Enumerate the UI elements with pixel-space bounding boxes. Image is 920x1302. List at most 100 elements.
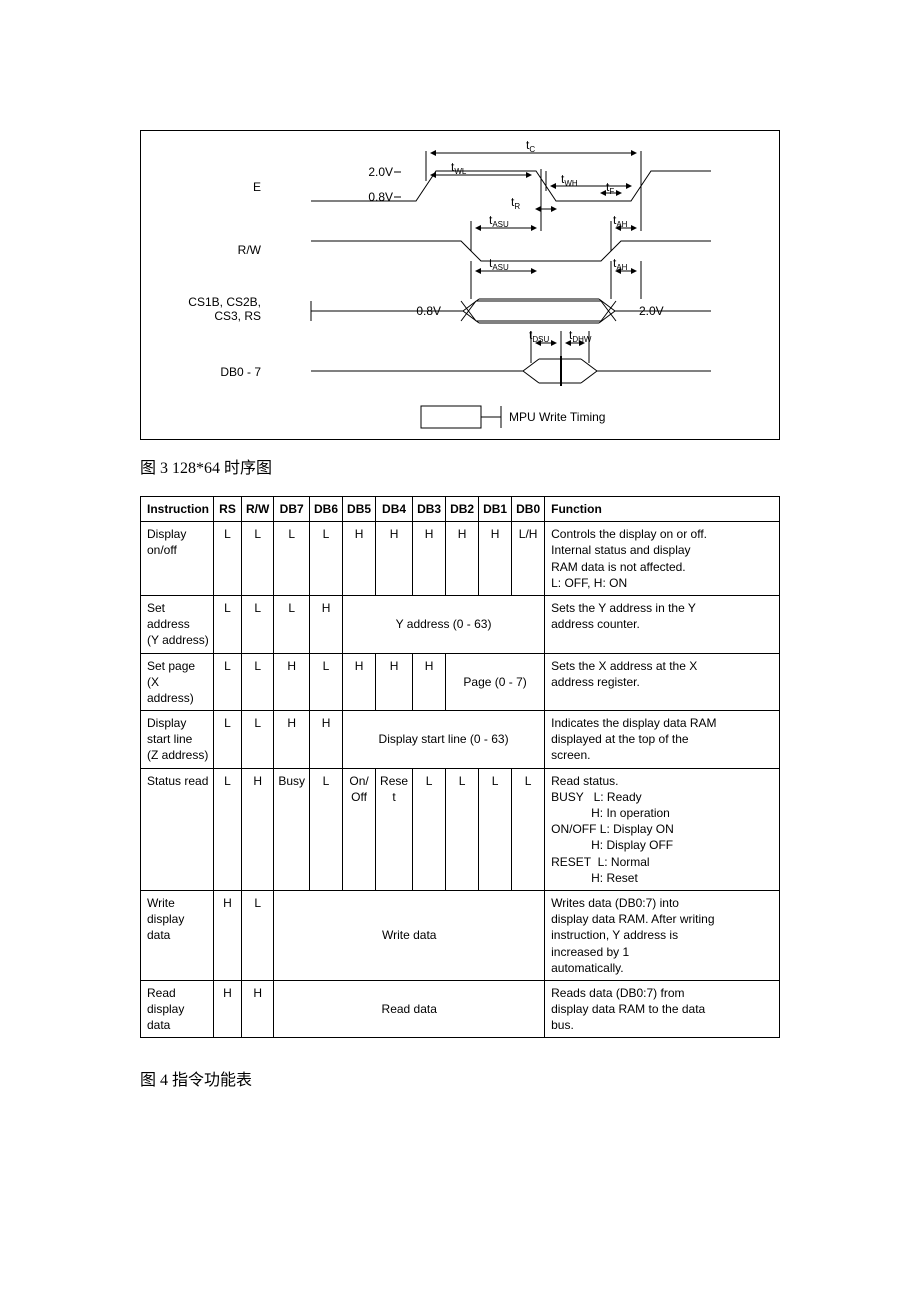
tasu2: tASU <box>489 256 509 272</box>
sig-rw: R/W <box>238 243 262 257</box>
tf-lbl: tF <box>606 180 614 196</box>
twh-lbl: tWH <box>561 172 578 188</box>
tasu1: tASU <box>489 213 509 229</box>
timing-diagram-box: E R/W CS1B, CS2B, CS3, RS DB0 - 7 2.0V 0… <box>140 130 780 440</box>
cell-rs: L <box>214 768 242 890</box>
table-row: Displaystart line(Z address)LLHHDisplay … <box>141 711 780 769</box>
sig-e: E <box>253 180 261 194</box>
th-rw: R/W <box>242 497 274 522</box>
caption-instr: 图 4 指令功能表 <box>140 1066 780 1090</box>
cell-func: Controls the display on or off. Internal… <box>545 522 780 596</box>
cell-db: H <box>274 653 310 711</box>
cell-rs: H <box>214 980 242 1038</box>
cell-db: H <box>446 522 479 596</box>
cell-db: Busy <box>274 768 310 890</box>
cell-db: H <box>274 711 310 769</box>
cs-vhi: 2.0V <box>639 304 664 318</box>
cell-func: Read status. BUSY L: Ready H: In operati… <box>545 768 780 890</box>
mpu-write-label: MPU Write Timing <box>509 410 605 424</box>
cell-db: L <box>413 768 446 890</box>
cell-rw: L <box>242 595 274 653</box>
th-db2: DB2 <box>446 497 479 522</box>
cell-rw: L <box>242 711 274 769</box>
cell-span: Display start line (0 - 63) <box>343 711 545 769</box>
sig-db: DB0 - 7 <box>220 365 261 379</box>
cell-db: H <box>413 522 446 596</box>
cell-instr: Displaystart line(Z address) <box>141 711 214 769</box>
cell-db: L <box>274 522 310 596</box>
cell-rs: L <box>214 595 242 653</box>
cell-db: L <box>446 768 479 890</box>
cell-db: H <box>343 653 376 711</box>
cell-db: H <box>376 653 413 711</box>
cell-span: Read data <box>274 980 545 1038</box>
cell-instr: Set page(X address) <box>141 653 214 711</box>
sig-cs-1: CS1B, CS2B, <box>188 295 261 309</box>
th-db3: DB3 <box>413 497 446 522</box>
th-db6: DB6 <box>310 497 343 522</box>
th-function: Function <box>545 497 780 522</box>
cell-db: On/Off <box>343 768 376 890</box>
th-db4: DB4 <box>376 497 413 522</box>
table-row: ReaddisplaydataHHRead dataReads data (DB… <box>141 980 780 1038</box>
cell-db: L <box>310 653 343 711</box>
cell-instr: Setaddress(Y address) <box>141 595 214 653</box>
cell-rs: L <box>214 653 242 711</box>
tc-lbl: tC <box>526 138 535 154</box>
cell-db: H <box>310 711 343 769</box>
cell-func: Sets the X address at the X address regi… <box>545 653 780 711</box>
cell-func: Sets the Y address in the Y address coun… <box>545 595 780 653</box>
th-db0: DB0 <box>512 497 545 522</box>
cell-span: Write data <box>274 890 545 980</box>
th-db5: DB5 <box>343 497 376 522</box>
cell-db: H <box>310 595 343 653</box>
cell-instr: Writedisplaydata <box>141 890 214 980</box>
cell-db: L <box>274 595 310 653</box>
table-row: WritedisplaydataHLWrite dataWrites data … <box>141 890 780 980</box>
th-db7: DB7 <box>274 497 310 522</box>
cell-rs: L <box>214 522 242 596</box>
tah2: tAH <box>613 256 628 272</box>
instruction-table: Instruction RS R/W DB7 DB6 DB5 DB4 DB3 D… <box>140 496 780 1038</box>
e-vhi: 2.0V <box>368 165 393 179</box>
caption-timing: 图 3 128*64 时序图 <box>140 454 780 478</box>
page-container: E R/W CS1B, CS2B, CS3, RS DB0 - 7 2.0V 0… <box>0 0 920 1168</box>
cell-db: L <box>512 768 545 890</box>
cell-db: H <box>343 522 376 596</box>
cell-span: Page (0 - 7) <box>446 653 545 711</box>
cell-instr: Displayon/off <box>141 522 214 596</box>
cell-db: L <box>310 768 343 890</box>
th-instruction: Instruction <box>141 497 214 522</box>
cell-db: L/H <box>512 522 545 596</box>
tr-lbl: tR <box>511 195 520 211</box>
tdsu: tDSU <box>529 328 549 344</box>
cell-func: Reads data (DB0:7) from display data RAM… <box>545 980 780 1038</box>
table-row: Set page(X address)LLHLHHHPage (0 - 7)Se… <box>141 653 780 711</box>
th-rs: RS <box>214 497 242 522</box>
table-body: Displayon/offLLLLHHHHHL/HControls the di… <box>141 522 780 1038</box>
cell-rw: L <box>242 890 274 980</box>
twl-lbl: tWL <box>451 160 467 176</box>
cell-rs: L <box>214 711 242 769</box>
cell-instr: Readdisplaydata <box>141 980 214 1038</box>
cell-func: Writes data (DB0:7) into display data RA… <box>545 890 780 980</box>
timing-diagram-svg: E R/W CS1B, CS2B, CS3, RS DB0 - 7 2.0V 0… <box>141 131 779 439</box>
tdhw: tDHW <box>569 328 592 344</box>
table-row: Status readLHBusyLOn/OffResetLLLLRead st… <box>141 768 780 890</box>
table-row: Displayon/offLLLLHHHHHL/HControls the di… <box>141 522 780 596</box>
cell-rw: L <box>242 522 274 596</box>
cell-db: Reset <box>376 768 413 890</box>
table-row: Setaddress(Y address)LLLHY address (0 - … <box>141 595 780 653</box>
cell-rw: H <box>242 768 274 890</box>
cell-rw: L <box>242 653 274 711</box>
cell-db: H <box>413 653 446 711</box>
cell-db: L <box>310 522 343 596</box>
cell-span: Y address (0 - 63) <box>343 595 545 653</box>
cell-db: L <box>479 768 512 890</box>
cell-rs: H <box>214 890 242 980</box>
e-vlo: 0.8V <box>368 190 393 204</box>
cell-rw: H <box>242 980 274 1038</box>
cell-instr: Status read <box>141 768 214 890</box>
cell-db: H <box>376 522 413 596</box>
cell-func: Indicates the display data RAM displayed… <box>545 711 780 769</box>
